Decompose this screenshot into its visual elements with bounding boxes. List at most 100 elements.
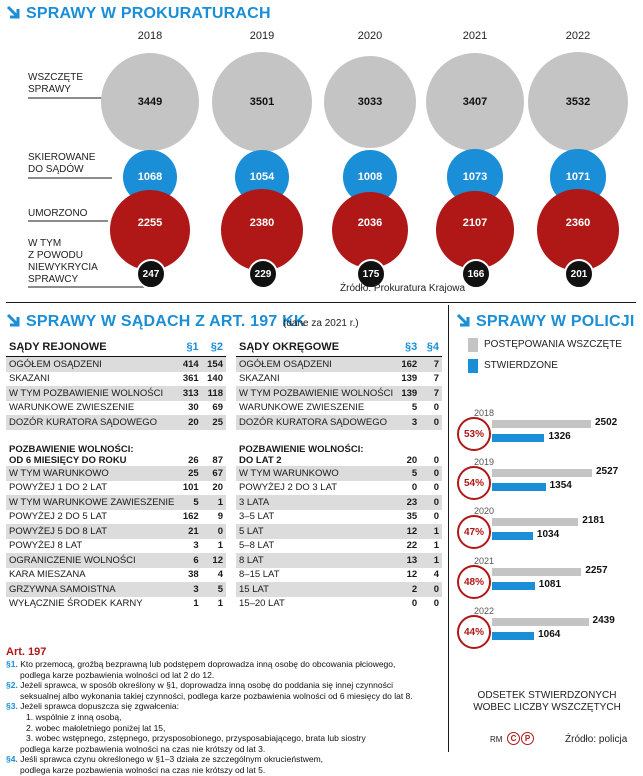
bubble-value: 166: [467, 268, 485, 280]
row-value: [420, 430, 442, 445]
bar-confirmed-2021: [492, 582, 535, 590]
row-value: §2: [201, 338, 226, 357]
table-row: 3–5 LAT 35 0: [236, 510, 442, 525]
row-value: 1: [420, 553, 442, 568]
bar-confirmed-2022: [492, 632, 535, 640]
legend-confirmed: STWIERDZONE: [484, 360, 558, 371]
row-label: SKAZANI: [239, 373, 280, 385]
row-value: 0: [411, 598, 418, 610]
row-value: 0: [433, 402, 439, 414]
bar-value-started-2021: 2257: [585, 565, 608, 576]
article-text: Jeżeli sprawca, w sposób określony w §1,…: [20, 680, 393, 691]
row-value: 154: [201, 356, 226, 372]
article-line: §2. Jeżeli sprawca, w sposób określony w…: [6, 680, 461, 691]
table-row: 15 LAT 2 0: [236, 582, 442, 597]
row-value: [177, 430, 201, 445]
table-row: W TYM POZBAWIENIE WOLNOŚCI 139 7: [236, 386, 442, 401]
row-value: 9: [217, 511, 223, 523]
row-label: 3–5 LAT: [239, 511, 275, 523]
row-value: 35: [406, 511, 418, 523]
bubble-no-perpetrator-2021: 166: [461, 259, 491, 289]
table-row: OGRANICZENIE WOLNOŚCI 6 12: [6, 553, 226, 568]
row-label: W TYM POZBAWIENIE WOLNOŚCI: [6, 386, 178, 401]
row-value: 0: [411, 482, 418, 494]
row-value: [396, 444, 420, 455]
row-value: 13: [396, 553, 421, 568]
paragraph-number: §1.: [6, 659, 21, 669]
bubble-value: 2036: [357, 216, 383, 229]
bubble-discontinued-2020: 2036: [332, 192, 408, 268]
row-value: §3: [396, 338, 421, 357]
row-label: GRZYWNA SAMOISTNA: [6, 582, 178, 597]
table-row: POWYŻEJ 8 LAT 3 1: [6, 539, 226, 554]
table-row: OGÓŁEM OSĄDZENI 162 7: [236, 356, 442, 372]
row-value: 26: [188, 455, 199, 466]
article-text: podlega karze pozbawienia wolności od la…: [20, 669, 215, 680]
bubble-started-2019: 3501: [212, 52, 312, 152]
bar-started-2021: [492, 568, 582, 576]
table-row: SKAZANI 139 7: [236, 372, 442, 387]
bar-started-2018: [492, 420, 591, 428]
bubble-discontinued-2019: 2380: [220, 188, 304, 272]
row-label: POWYŻEJ 5 DO 8 LAT: [6, 524, 178, 539]
row-value: 0: [433, 482, 439, 494]
year-label-2022: 2022: [565, 30, 591, 42]
row-value: [202, 444, 226, 455]
percent-badge-2021: 48%: [457, 565, 491, 599]
table-row: 15–20 LAT 0 0: [236, 597, 442, 612]
row-label: [236, 430, 396, 445]
table-row: WYŁĄCZNIE ŚRODEK KARNY 1 1: [6, 597, 226, 612]
row-label: OGRANICZENIE WOLNOŚCI: [6, 553, 178, 568]
paragraph-number: §2.: [6, 680, 21, 691]
year-label-2020: 2020: [357, 30, 383, 42]
bar-value-started-2018: 2502: [595, 417, 618, 428]
bar-confirmed-2020: [492, 532, 533, 540]
article-text: podlega karze pozbawienia wolności na cz…: [20, 743, 266, 754]
row-value: 1: [201, 495, 226, 510]
label-referred: SKIEROWANE DO SĄDÓW: [28, 152, 96, 175]
percent-annotation-label: ODSETEK STWIERDZONYCH WOBEC LICZBY WSZCZ…: [473, 690, 621, 713]
row-label: W TYM WARUNKOWO: [6, 466, 178, 481]
percent-badge-2020: 47%: [457, 515, 491, 549]
bubble-value: 1073: [462, 170, 488, 183]
bubble-value: 229: [254, 268, 272, 280]
article-line: 1. wspólnie z inną osobą,: [6, 712, 461, 723]
table-row: POWYŻEJ 2 DO 3 LAT 0 0: [236, 481, 442, 496]
row-value: 69: [212, 402, 223, 414]
row-label: DOZÓR KURATORA SĄDOWEGO: [6, 415, 178, 430]
bar-value-started-2022: 2439: [592, 615, 615, 626]
article-text: Jeśli sprawca czynu określonego w §1–3 d…: [20, 754, 324, 765]
article-text: 3. wobec wstępnego, zstępnego, przysposo…: [26, 733, 366, 744]
bubble-discontinued-2021: 2107: [436, 191, 514, 269]
bubble-value: 3033: [357, 95, 383, 108]
row-value: 101: [182, 482, 199, 494]
row-label: 15–20 LAT: [239, 598, 285, 610]
article-line: §1. Kto przemocą, groźbą bezprawną lub p…: [6, 659, 461, 670]
police-year-2020: 2020: [474, 506, 495, 516]
police-year-2021: 2021: [474, 556, 495, 566]
row-label: POWYŻEJ 2 DO 5 LAT: [9, 511, 108, 523]
table-spacer: [236, 430, 442, 445]
bubble-value: 1008: [357, 170, 383, 183]
table-row: 5–8 LAT 22 1: [236, 539, 442, 554]
year-label-2021: 2021: [462, 30, 488, 42]
table-subheader: POZBAWIENIE WOLNOŚCI:: [6, 444, 226, 455]
table-row: GRZYWNA SAMOISTNA 3 5: [6, 582, 226, 597]
bar-started-2020: [492, 518, 579, 526]
row-value: 414: [177, 356, 202, 372]
bar-confirmed-2019: [492, 483, 546, 491]
copyright-icon: C: [507, 732, 520, 745]
article-line: 3. wobec wstępnego, zstępnego, przysposo…: [6, 733, 461, 744]
row-value: 2: [396, 582, 421, 597]
article-line: podlega karze pozbawienia wolności na cz…: [6, 744, 461, 755]
row-value: §1: [177, 338, 202, 357]
row-label: WARUNKOWE ZWIESZENIE: [9, 402, 135, 414]
arrow-icon: [6, 5, 20, 19]
bar-confirmed-2018: [492, 434, 545, 442]
table-row: POWYŻEJ 1 DO 2 LAT 101 20: [6, 481, 226, 496]
bubble-value: 2380: [249, 216, 275, 229]
row-value: 20: [212, 482, 223, 494]
row-value: 118: [201, 386, 226, 401]
article-text: Kto przemocą, groźbą bezprawną lub podst…: [20, 659, 396, 669]
bubble-value: 175: [362, 268, 380, 280]
